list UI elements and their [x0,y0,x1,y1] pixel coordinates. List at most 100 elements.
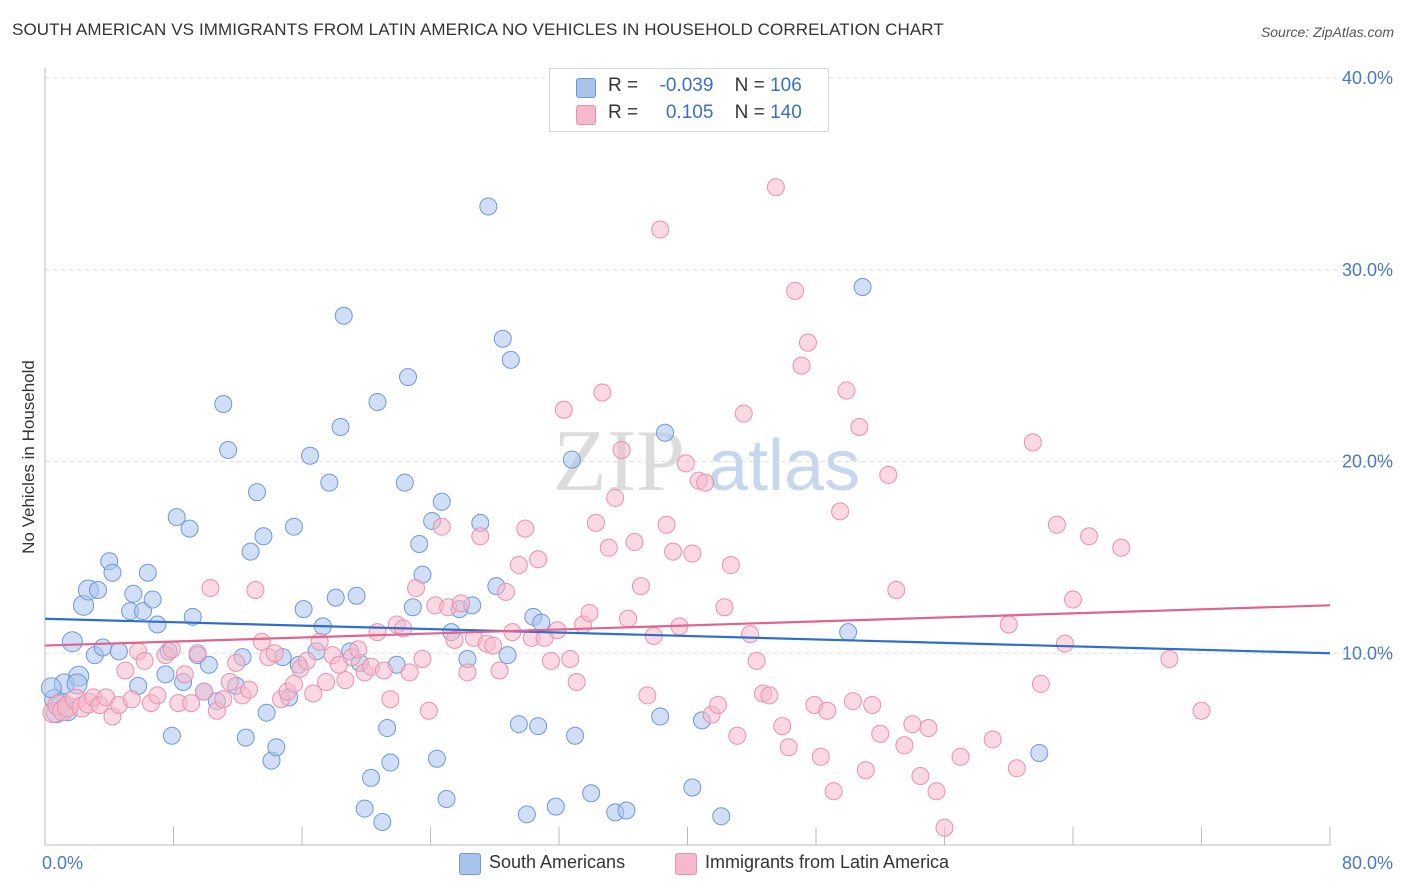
point-immigrant-latin-america [1023,433,1042,452]
point-immigrant-latin-america [1160,650,1179,669]
point-south-american [254,527,273,546]
point-south-american [148,615,167,634]
point-immigrant-latin-america [162,640,181,659]
point-south-american [566,726,585,745]
point-immigrant-latin-america [741,625,760,644]
point-immigrant-latin-america [760,686,779,705]
point-immigrant-latin-america [606,488,625,507]
point-south-american [267,738,286,757]
point-immigrant-latin-america [709,696,728,715]
point-immigrant-latin-america [336,671,355,690]
point-immigrant-latin-america [201,579,220,598]
point-south-american [651,707,670,726]
point-south-american [89,580,108,599]
point-south-american [498,646,517,665]
point-south-american [103,563,122,582]
point-immigrant-latin-america [227,653,246,672]
grid-lines [45,77,1392,654]
point-immigrant-latin-america [773,717,792,736]
point-south-american [427,749,446,768]
point-immigrant-latin-america [766,178,785,197]
trend-lines [44,604,1331,655]
point-immigrant-latin-america [824,782,843,801]
point-south-american [517,805,536,824]
point-south-american [432,492,451,511]
point-south-american [683,778,702,797]
point-immigrant-latin-america [999,615,1018,634]
point-immigrant-latin-america [432,517,451,536]
point-south-american [562,450,581,469]
point-south-american [61,631,83,653]
point-immigrant-latin-america [887,580,906,599]
chart-title: SOUTH AMERICAN VS IMMIGRANTS FROM LATIN … [12,20,944,39]
point-south-american [381,753,400,772]
point-south-american [236,728,255,747]
point-south-american [241,542,260,561]
point-south-american [257,703,276,722]
point-immigrant-latin-america [116,661,135,680]
point-immigrant-latin-america [696,473,715,492]
point-immigrant-latin-america [951,747,970,766]
point-immigrant-latin-america [927,782,946,801]
legend-label: South Americans [489,852,626,872]
x-tick-label: 0.0% [42,853,83,873]
point-immigrant-latin-america [188,644,207,663]
point-immigrant-latin-america [374,661,393,680]
point-immigrant-latin-america [445,630,464,649]
point-immigrant-latin-america [1080,527,1099,546]
point-immigrant-latin-america [1047,515,1066,534]
point-immigrant-latin-america [381,690,400,709]
point-immigrant-latin-america [349,640,368,659]
point-immigrant-latin-america [1064,590,1082,609]
point-south-american [373,812,392,831]
point-south-american [656,423,675,442]
point-immigrant-latin-america [837,381,856,400]
point-south-american [853,278,872,297]
point-immigrant-latin-america [911,766,930,785]
point-immigrant-latin-america [676,454,695,473]
point-south-american [334,306,353,325]
point-south-american [156,665,175,684]
point-immigrant-latin-america [317,673,336,692]
point-immigrant-latin-america [664,542,683,561]
point-south-american [326,588,345,607]
point-immigrant-latin-america [246,580,265,599]
point-south-american [93,638,112,657]
n-label: N = [734,75,765,96]
x-tick-label: 80.0% [1342,853,1393,873]
point-immigrant-latin-america [651,220,670,239]
point-south-american [248,483,267,502]
y-tick-label: 40.0% [1342,68,1393,88]
point-immigrant-latin-america [919,719,938,738]
point-immigrant-latin-america [683,544,702,563]
trend-line-south-americans [44,617,1331,655]
point-south-american [399,368,418,387]
chart-source: Source: ZipAtlas.com [1260,24,1394,40]
x-tick-labels: 0.0% 80.0% [42,853,1393,873]
point-immigrant-latin-america [122,690,141,709]
point-immigrant-latin-america [175,665,194,684]
point-immigrant-latin-america [863,696,882,715]
point-immigrant-latin-america [554,400,573,419]
point-immigrant-latin-america [798,333,817,352]
point-south-american [199,655,218,674]
point-immigrant-latin-america [214,690,233,709]
point-south-american [1030,743,1049,762]
point-south-american [124,584,143,603]
point-south-american [162,726,181,745]
point-immigrant-latin-america [509,556,528,575]
point-immigrant-latin-america [843,692,862,711]
point-immigrant-latin-america [811,747,830,766]
legend-stats: R = -0.039 N = 106 [608,75,802,97]
point-south-american [320,473,339,492]
point-immigrant-latin-america [452,594,471,613]
point-immigrant-latin-america [625,533,644,552]
point-immigrant-latin-america [779,738,798,757]
point-immigrant-latin-america [935,818,954,837]
watermark-atlas: atlas [708,426,860,506]
legend-swatch [459,853,481,875]
point-south-american [284,517,303,536]
point-immigrant-latin-america [529,550,548,569]
point-immigrant-latin-america [368,623,387,642]
